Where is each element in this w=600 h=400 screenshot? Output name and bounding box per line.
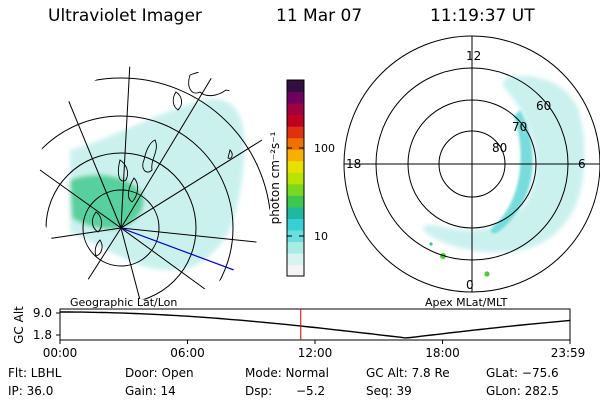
altitude-xtick-2359: 23:59: [551, 346, 586, 360]
colorbar-step: [287, 103, 304, 116]
aurora-spot-2: [484, 271, 490, 277]
dsp-value: −5.2: [296, 384, 326, 398]
mlt-label-6: 6: [578, 157, 586, 171]
colorbar-tick-10: 10: [314, 230, 328, 243]
colorbar-step: [287, 218, 304, 231]
colorbar-step: [287, 126, 304, 139]
colorbar-step: [287, 206, 304, 219]
mlat-label-60: 60: [536, 99, 551, 113]
seq-info: Seq: 39: [366, 384, 412, 398]
instrument-title: Ultraviolet Imager: [48, 6, 202, 26]
aurora-spot-3: [429, 242, 433, 246]
satellite-track-line: [120, 227, 251, 277]
altitude-plot: GC Alt 9.0 1.8 00:00 06:00 12:00 18:00 2…: [12, 306, 585, 360]
mode-info: Mode: Normal: [245, 366, 329, 380]
colorbar-step: [287, 114, 304, 127]
colorbar-tick-100: 100: [314, 142, 335, 155]
altitude-ylabel: GC Alt: [12, 306, 26, 344]
aurora-bright-left: [70, 174, 144, 230]
colorbar-step: [287, 172, 304, 185]
colorbar-step: [287, 252, 304, 266]
colorbar-step: [287, 264, 304, 277]
ip-info: IP: 36.0: [8, 384, 54, 398]
mlat-label-70: 70: [512, 120, 527, 134]
colorbar-step: [287, 195, 304, 208]
altitude-ytick-1-8: 1.8: [33, 328, 52, 342]
geographic-map: [37, 64, 273, 300]
filter-info: Flt: LBHL: [8, 366, 62, 380]
altitude-xtick-1800: 18:00: [425, 346, 460, 360]
aurora-geographic: [70, 99, 245, 270]
glon-info: GLon: 282.5: [486, 384, 559, 398]
time-label: 11:19:37 UT: [430, 6, 535, 26]
mlat-label-80: 80: [492, 141, 507, 155]
glat-info: GLat: −75.6: [486, 366, 559, 380]
mlt-meridians: [344, 36, 600, 292]
altitude-xtick-1200: 12:00: [298, 346, 333, 360]
colorbar-step: [287, 183, 304, 196]
mlt-label-0: 0: [466, 278, 474, 292]
colorbar-step: [287, 160, 304, 173]
colorbar-step: [287, 137, 304, 150]
colorbar-step: [287, 149, 304, 162]
altitude-curve: [60, 311, 571, 339]
altitude-ytick-9: 9.0: [33, 306, 52, 320]
colorbar-step: [287, 229, 304, 243]
altitude-xtick-0000: 00:00: [43, 346, 78, 360]
magnetic-polar-plot: 12 18 6 0 60 70 80: [343, 35, 600, 293]
dsp-label: Dsp:: [245, 384, 273, 398]
colorbar-frame: [286, 79, 305, 277]
aurora-magnetic: [423, 75, 585, 253]
geographic-caption: Geographic Lat/Lon: [70, 296, 178, 309]
door-info: Door: Open: [125, 366, 194, 380]
altitude-xtick-0600: 06:00: [170, 346, 205, 360]
gc-alt-info: GC Alt: 7.8 Re: [366, 366, 450, 380]
mlt-label-12: 12: [466, 49, 481, 63]
altitude-ticks: [56, 312, 571, 344]
meridians: [39, 64, 273, 300]
colorbar-step: [287, 80, 304, 93]
gain-info: Gain: 14: [125, 384, 176, 398]
colorbar-step: [287, 91, 304, 104]
colorbar: 100 10 photon cm⁻²s⁻¹: [268, 79, 335, 277]
colorbar-unit-label: photon cm⁻²s⁻¹: [268, 131, 282, 224]
magnetic-caption: Apex MLat/MLT: [425, 296, 508, 309]
colorbar-gradient: [287, 80, 304, 277]
date-label: 11 Mar 07: [276, 6, 363, 26]
colorbar-step: [287, 241, 304, 254]
aurora-oval-core: [490, 110, 533, 234]
mlt-label-18: 18: [346, 157, 361, 171]
